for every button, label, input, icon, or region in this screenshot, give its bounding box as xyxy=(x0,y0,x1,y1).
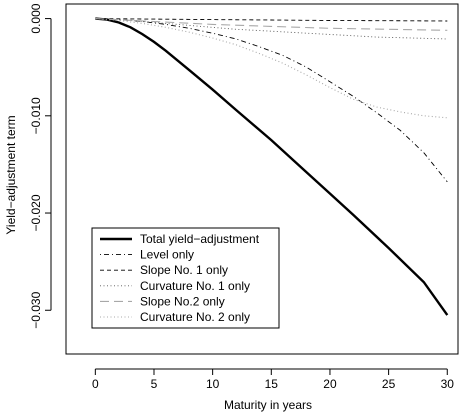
series-line xyxy=(95,18,448,40)
x-tick-label: 0 xyxy=(92,377,99,391)
y-axis-label: Yield−adjustment term xyxy=(4,115,18,234)
series-line xyxy=(95,18,448,22)
x-tick-label: 20 xyxy=(323,377,337,391)
plot-frame xyxy=(65,3,459,355)
x-tick-label: 30 xyxy=(441,377,455,391)
x-tick-label: 25 xyxy=(382,377,396,391)
y-tick-label: −0.010 xyxy=(29,97,43,134)
plot-lines xyxy=(95,17,449,316)
series-line xyxy=(95,18,448,119)
series-line xyxy=(95,18,448,31)
series-line xyxy=(95,18,448,183)
x-tick-label: 5 xyxy=(151,377,158,391)
x-axis: 0 5 10 15 20 25 30 xyxy=(92,368,455,391)
series-line xyxy=(95,17,449,316)
x-axis-label: Maturity in years xyxy=(224,398,312,412)
x-tick-label: 10 xyxy=(206,377,220,391)
y-tick-label: −0.020 xyxy=(29,194,43,231)
y-tick-label: −0.030 xyxy=(29,291,43,328)
legend-label: Curvature No. 2 only xyxy=(140,310,250,324)
legend-label: Slope No.2 only xyxy=(140,294,225,308)
legend-label: Curvature No. 1 only xyxy=(140,279,250,293)
legend-label: Total yield−adjustment xyxy=(140,232,260,246)
legend-label: Level only xyxy=(140,248,194,262)
legend-label: Slope No. 1 only xyxy=(140,263,228,277)
y-tick-label: 0.000 xyxy=(29,3,43,33)
legend-box xyxy=(91,227,280,329)
y-axis: 0.000 −0.010 −0.020 −0.030 xyxy=(29,3,52,329)
x-tick-label: 15 xyxy=(265,377,279,391)
